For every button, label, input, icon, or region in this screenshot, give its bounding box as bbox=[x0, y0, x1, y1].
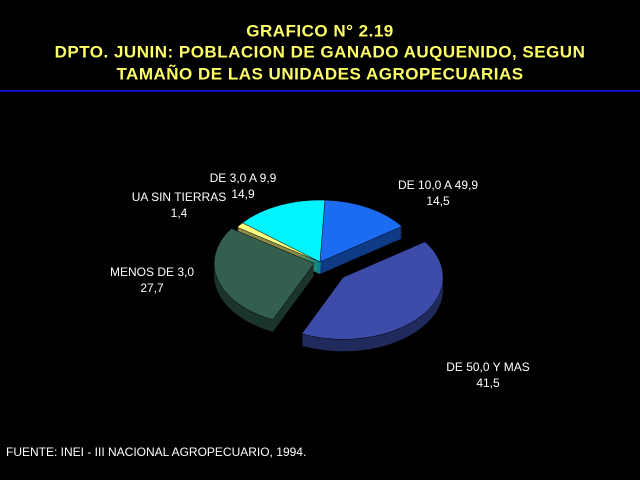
slice-label: UA SIN TIERRAS bbox=[132, 190, 226, 204]
slice-value-label: 14,9 bbox=[231, 187, 255, 201]
chart-title: GRAFICO N° 2.19 bbox=[246, 21, 394, 40]
slice-label: DE 50,0 Y MAS bbox=[446, 360, 530, 374]
pie-slice bbox=[319, 199, 403, 263]
pie-slice bbox=[236, 222, 321, 263]
slice-label: MENOS DE 3,0 bbox=[110, 265, 194, 279]
pie-slice bbox=[301, 241, 444, 340]
chart-title: DPTO. JUNIN: POBLACION DE GANADO AUQUENI… bbox=[55, 42, 586, 61]
slice-label: DE 10,0 A 49,9 bbox=[398, 178, 478, 192]
pie-slice bbox=[241, 199, 326, 263]
slice-value-label: 1,4 bbox=[171, 206, 188, 220]
slice-value-label: 27,7 bbox=[140, 281, 164, 295]
slice-value-label: 14,5 bbox=[426, 194, 450, 208]
slice-value-label: 41,5 bbox=[476, 376, 500, 390]
pie-slice bbox=[213, 228, 315, 321]
slice-label: DE 3,0 A 9,9 bbox=[210, 171, 277, 185]
chart-title: TAMAÑO DE LAS UNIDADES AGROPECUARIAS bbox=[116, 63, 523, 83]
source-note: FUENTE: INEI - III NACIONAL AGROPECUARIO… bbox=[6, 445, 306, 459]
